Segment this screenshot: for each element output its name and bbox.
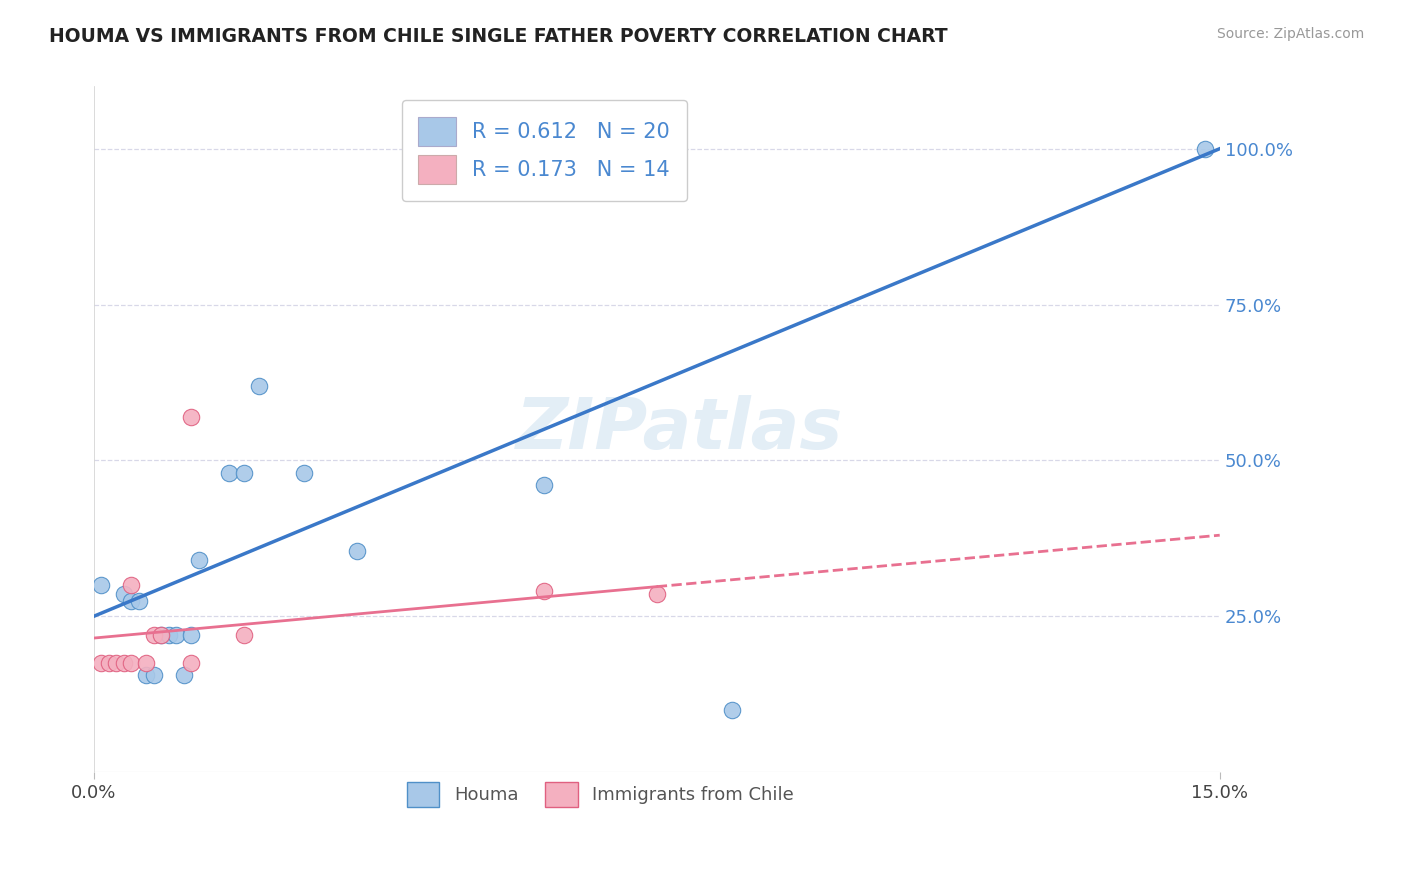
Point <box>135 668 157 682</box>
Point <box>180 628 202 642</box>
Point <box>533 478 555 492</box>
Point <box>128 593 150 607</box>
Point <box>143 628 166 642</box>
Point <box>173 668 195 682</box>
Point <box>292 466 315 480</box>
Point <box>105 656 128 670</box>
Point <box>120 578 142 592</box>
Point <box>180 409 202 424</box>
Point <box>533 584 555 599</box>
Point <box>247 378 270 392</box>
Point <box>218 466 240 480</box>
Point <box>112 587 135 601</box>
Point <box>97 656 120 670</box>
Legend: Houma, Immigrants from Chile: Houma, Immigrants from Chile <box>399 774 801 814</box>
Point <box>233 466 256 480</box>
Point <box>645 587 668 601</box>
Point <box>233 628 256 642</box>
Point <box>1194 142 1216 156</box>
Point <box>90 656 112 670</box>
Point <box>135 656 157 670</box>
Point <box>150 628 173 642</box>
Point <box>143 668 166 682</box>
Point <box>157 628 180 642</box>
Point <box>150 628 173 642</box>
Point <box>120 593 142 607</box>
Point <box>180 656 202 670</box>
Text: Source: ZipAtlas.com: Source: ZipAtlas.com <box>1216 27 1364 41</box>
Point <box>188 553 211 567</box>
Point <box>90 578 112 592</box>
Point <box>166 628 188 642</box>
Point <box>112 656 135 670</box>
Point <box>120 656 142 670</box>
Point <box>346 543 368 558</box>
Point <box>721 703 744 717</box>
Text: HOUMA VS IMMIGRANTS FROM CHILE SINGLE FATHER POVERTY CORRELATION CHART: HOUMA VS IMMIGRANTS FROM CHILE SINGLE FA… <box>49 27 948 45</box>
Text: ZIPatlas: ZIPatlas <box>516 395 844 464</box>
